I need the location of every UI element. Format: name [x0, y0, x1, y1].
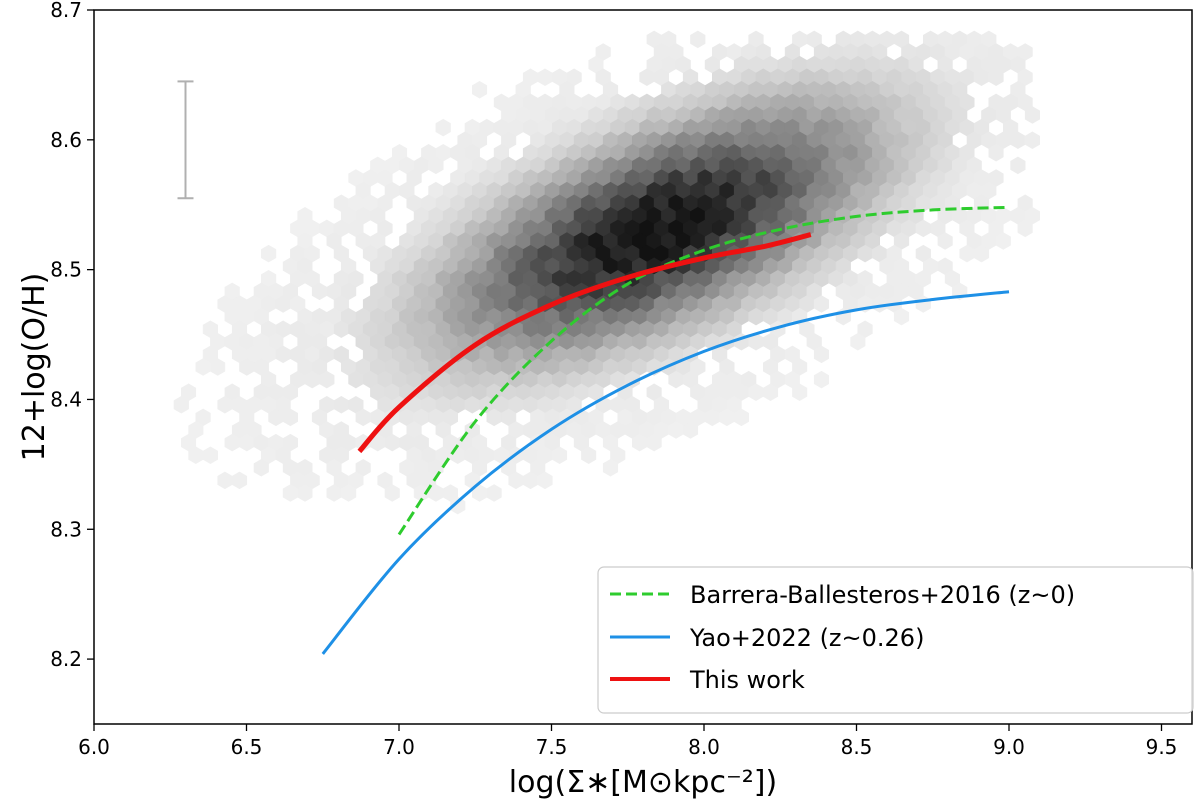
error-bar — [177, 80, 194, 200]
hexbin-cell — [260, 244, 277, 263]
hexbin-cell — [486, 484, 502, 502]
hexbin-cell — [762, 383, 779, 401]
series-line-yao — [321, 290, 1010, 655]
legend-label-barrera: Barrera-Ballesteros+2016 (z~0) — [690, 581, 1075, 609]
x-tick-label: 6.5 — [231, 735, 263, 759]
hexbin-cell — [1010, 156, 1026, 175]
hexbin-cell — [581, 446, 597, 464]
hexbin-cell — [995, 232, 1011, 250]
hexbin-cell — [282, 408, 299, 427]
hexbin-cell — [384, 484, 400, 502]
x-axis-label: log(Σ∗[M⊙kpc⁻²]) — [509, 765, 777, 800]
x-tick-label: 9.5 — [1146, 735, 1178, 759]
hexbin-cell — [602, 459, 619, 477]
series-line-barrera — [397, 205, 1010, 536]
y-tick-label: 8.5 — [50, 258, 82, 282]
y-tick-label: 8.2 — [50, 647, 82, 671]
legend-box — [597, 566, 1194, 714]
x-tick-label: 8.5 — [841, 735, 873, 759]
y-axis-ticks: 8.2 8.3 8.4 8.5 8.6 8.7 — [50, 0, 94, 671]
hexbin-cell — [813, 295, 830, 313]
hexbin-density — [173, 30, 1040, 515]
y-tick-label: 8.4 — [50, 387, 82, 411]
hexbin-cell — [253, 459, 269, 477]
x-tick-label: 8.0 — [688, 735, 720, 759]
hexbin-cell — [1024, 131, 1040, 149]
x-tick-label: 7.5 — [536, 735, 568, 759]
x-tick-label: 6.0 — [78, 735, 110, 759]
hexbin-cell — [646, 433, 662, 452]
hexbin-cell — [537, 68, 553, 86]
y-axis-label: 12+log(O/H) — [17, 273, 52, 462]
hexbin-cell — [1017, 219, 1033, 238]
series-line-this-work — [357, 232, 812, 454]
legend-label-this-work: This work — [689, 666, 805, 694]
hexbin-cell — [333, 396, 349, 414]
legend: Barrera-Ballesteros+2016 (z~0) Yao+2022 … — [597, 566, 1194, 714]
hexbin-cell — [690, 30, 706, 49]
x-tick-label: 7.0 — [383, 735, 415, 759]
hexbin-cell — [435, 118, 451, 137]
hexbin-cell — [988, 144, 1004, 162]
hexbin-cell — [893, 307, 910, 326]
plot-frame — [93, 9, 1193, 725]
hexbin-cell — [231, 471, 248, 490]
hexbin-cell — [682, 421, 699, 439]
hexbin-cell — [813, 345, 830, 364]
x-axis-ticks: 6.0 6.5 7.0 7.5 8.0 8.5 9.0 9.5 — [78, 724, 1177, 759]
hexbin-cell — [217, 471, 233, 490]
hexbin-cell — [937, 232, 953, 250]
hexbin-cell — [471, 81, 488, 99]
hexbin-cell — [340, 484, 357, 502]
hexbin-cell — [173, 396, 189, 414]
legend-label-yao: Yao+2022 (z~0.26) — [689, 624, 924, 652]
hexbin-cell — [988, 68, 1004, 86]
hexbin-cell — [733, 408, 750, 427]
hexbin-cell — [850, 333, 866, 351]
hexbin-cell — [792, 383, 808, 401]
hexbin-cell — [973, 244, 990, 263]
x-tick-label: 9.0 — [993, 735, 1025, 759]
hexbin-cell — [428, 156, 444, 175]
hexbin-cell — [813, 370, 830, 389]
hexbin-cell — [210, 358, 226, 376]
hexbin-cell — [319, 370, 335, 389]
hexbin-cell — [1024, 106, 1040, 124]
hexbin-cell — [297, 484, 313, 502]
series-lines — [321, 205, 1010, 655]
hexbin-cell — [551, 446, 568, 464]
hexbin-cell — [202, 446, 218, 464]
y-tick-label: 8.6 — [50, 128, 82, 152]
hexbin-cell — [537, 471, 553, 490]
y-tick-label: 8.7 — [50, 0, 82, 22]
y-tick-label: 8.3 — [50, 517, 82, 541]
